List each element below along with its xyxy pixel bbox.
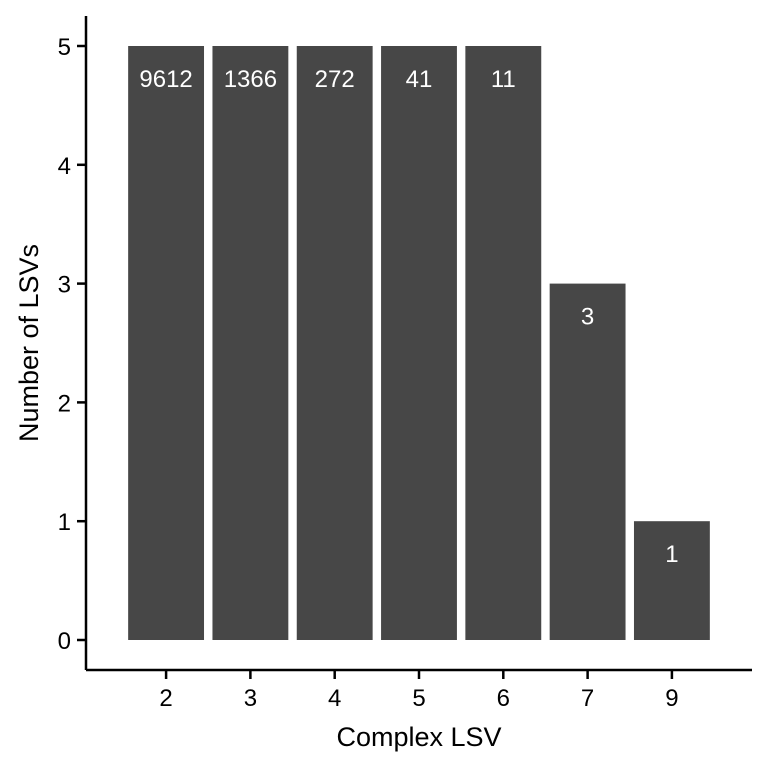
data-label-4: 272 xyxy=(315,66,355,93)
x-tick-label: 6 xyxy=(497,685,510,712)
data-label-7: 3 xyxy=(581,304,594,331)
bar-4 xyxy=(296,46,373,640)
y-tick-label: 3 xyxy=(58,272,71,299)
x-tick-label: 9 xyxy=(665,685,678,712)
data-label-2: 9612 xyxy=(139,66,192,93)
x-tick-label: 2 xyxy=(159,685,172,712)
data-label-6: 11 xyxy=(491,66,516,93)
data-label-9: 1 xyxy=(665,541,678,568)
bars-layer xyxy=(128,46,710,640)
data-label-3: 1366 xyxy=(224,66,277,93)
y-axis-ticks: 0 1 2 3 4 5 xyxy=(58,34,86,655)
bar-2 xyxy=(128,46,205,640)
bar-7 xyxy=(549,283,626,640)
y-axis-title: Number of LSVs xyxy=(14,244,44,442)
bar-9 xyxy=(633,521,710,640)
x-tick-label: 4 xyxy=(328,685,341,712)
y-tick-label: 2 xyxy=(58,390,71,417)
y-tick-label: 0 xyxy=(58,628,71,655)
data-labels-layer: 9612 1366 272 41 11 3 1 xyxy=(139,66,678,568)
data-label-5: 41 xyxy=(406,66,433,93)
y-tick-label: 1 xyxy=(58,509,71,536)
y-tick-label: 4 xyxy=(58,153,71,180)
x-axis-title: Complex LSV xyxy=(336,722,501,752)
x-tick-label: 5 xyxy=(412,685,425,712)
x-tick-label: 3 xyxy=(244,685,257,712)
x-axis-ticks: 2 3 4 5 6 7 9 xyxy=(159,670,679,712)
y-tick-label: 5 xyxy=(58,34,71,61)
x-tick-label: 7 xyxy=(581,685,594,712)
bar-6 xyxy=(465,46,542,640)
bar-3 xyxy=(212,46,289,640)
bar-5 xyxy=(381,46,457,640)
